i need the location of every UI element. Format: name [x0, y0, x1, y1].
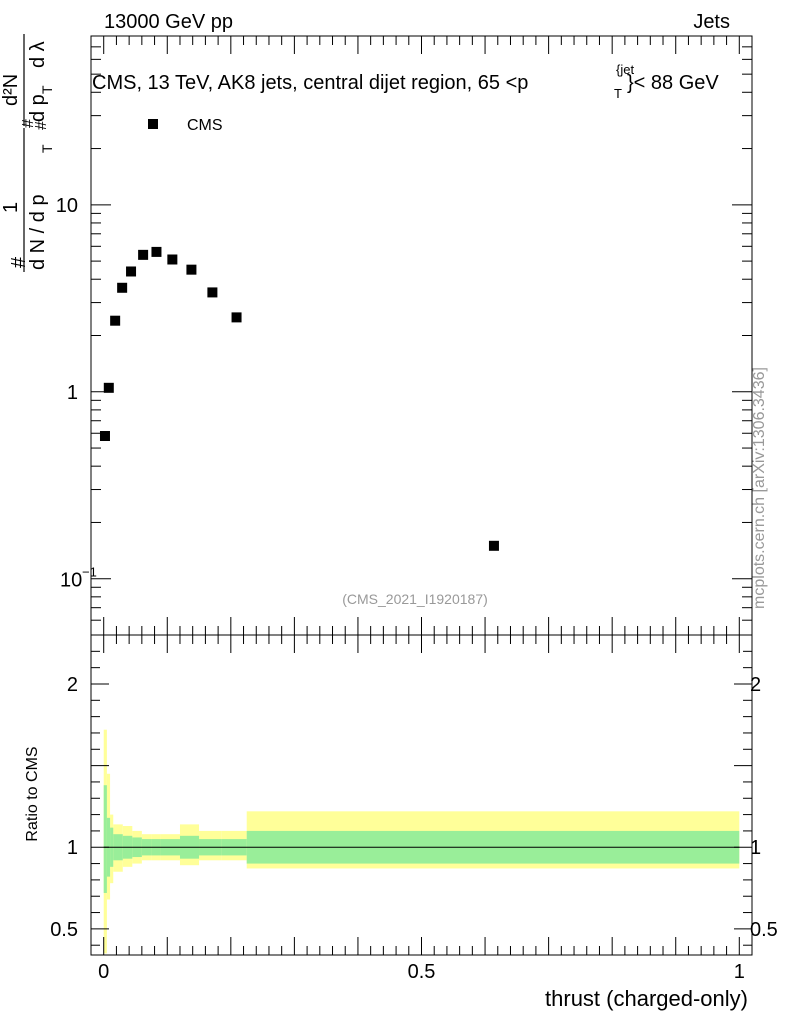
data-point: [103, 382, 114, 393]
ratio-y-tick-label: 1: [67, 837, 78, 859]
main-y-tick-label: 10: [56, 195, 78, 217]
side-credit: mcplots.cern.ch [arXiv:1306.3436]: [751, 367, 768, 609]
title-sub: T: [614, 86, 622, 101]
data-point: [488, 540, 499, 551]
header-category: Jets: [693, 11, 730, 33]
title-tail: }< 88 GeV: [627, 72, 719, 94]
x-tick-label: 0: [98, 961, 109, 983]
svg-text:10: 10: [60, 570, 82, 592]
data-point: [99, 431, 110, 442]
svg-text:d λ: d λ: [27, 41, 49, 68]
ratio-y-axis-label: Ratio to CMS: [24, 746, 41, 841]
svg-text:d N / d p: d N / d p: [27, 194, 49, 270]
main-y-tick-label: 1: [67, 382, 78, 404]
svg-text:#: #: [33, 121, 50, 130]
ratio-y-tick-label: 2: [67, 674, 78, 696]
legend-label-cms: CMS: [187, 117, 223, 134]
x-tick-labels: 0 0.5 1: [98, 961, 745, 983]
svg-text:CMS, 13 TeV, AK8 jets, central: CMS, 13 TeV, AK8 jets, central dijet reg…: [92, 72, 528, 94]
ratio-y-tick-label: 0.5: [50, 919, 78, 941]
ratio-y-tick-label-right: 1: [750, 837, 761, 859]
ratio-bands: [103, 729, 740, 954]
main-y-tick-label: 10 −1: [60, 565, 97, 592]
svg-text:d²N: d²N: [0, 74, 22, 106]
ratio-y-tick-labels: 0.5 0.5 1 1 2 2: [50, 674, 778, 941]
ratio-ticks: [90, 635, 753, 955]
title-main: CMS, 13 TeV, AK8 jets, central dijet reg…: [92, 72, 528, 94]
title-sup: {jet: [616, 62, 634, 77]
x-tick-label: 0.5: [408, 961, 436, 983]
data-point: [167, 254, 178, 265]
svg-text:#: #: [20, 119, 37, 128]
data-point: [126, 266, 137, 277]
main-ticks: [90, 35, 753, 636]
svg-text:T: T: [39, 144, 55, 153]
data-point: [117, 282, 128, 293]
ratio-y-tick-label-right: 0.5: [750, 919, 778, 941]
legend-marker-cms: [148, 119, 158, 129]
ratio-panel-frame: [90, 634, 753, 956]
x-axis-label: thrust (charged-only): [545, 986, 748, 1011]
header-energy: 13000 GeV pp: [104, 11, 233, 33]
data-point: [110, 315, 121, 326]
data-point: [231, 312, 242, 323]
data-point: [138, 249, 149, 260]
svg-text:T: T: [39, 85, 55, 94]
svg-text:−1: −1: [82, 565, 97, 580]
data-point: [207, 287, 218, 298]
main-y-axis-label: # 1 d N / d p T # d²N d p T d λ #: [0, 34, 55, 272]
x-tick-label: 1: [734, 961, 745, 983]
ratio-y-tick-label-right: 2: [750, 674, 761, 696]
ratio-band-stat: [103, 785, 107, 893]
data-point: [186, 264, 197, 275]
analysis-tag: (CMS_2021_I1920187): [342, 591, 488, 607]
plot-title: CMS, 13 TeV, AK8 jets, central dijet reg…: [92, 62, 719, 101]
main-data-points: [99, 246, 499, 551]
data-point: [151, 246, 162, 257]
svg-text:1: 1: [0, 202, 22, 213]
svg-text:d p: d p: [27, 94, 49, 122]
